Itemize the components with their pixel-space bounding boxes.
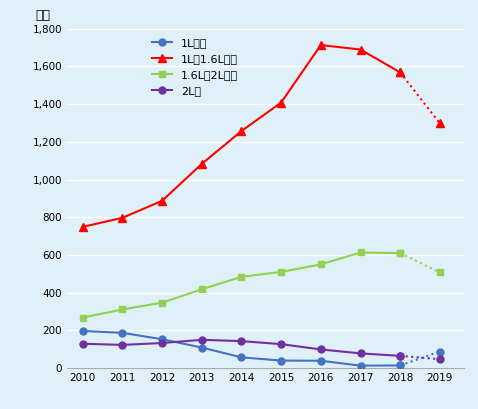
1L超1.6L以下	[397, 70, 403, 75]
Legend: 1L以下, 1L超1.6L以下, 1.6L超2L以下, 2L超: 1L以下, 1L超1.6L以下, 1.6L超2L以下, 2L超	[152, 38, 238, 96]
1L以下	[358, 363, 363, 368]
Text: 万台: 万台	[35, 9, 50, 22]
1.6L超2L以下	[80, 315, 86, 320]
1L以下	[397, 363, 403, 368]
Line: 1L超1.6L以下: 1L超1.6L以下	[78, 41, 404, 231]
1L以下	[199, 345, 205, 350]
1L以下	[239, 355, 244, 360]
2L超	[318, 347, 324, 352]
1.6L超2L以下	[278, 270, 284, 274]
1.6L超2L以下	[120, 307, 125, 312]
1L以下	[159, 337, 165, 342]
2L超	[278, 342, 284, 346]
1.6L超2L以下	[358, 250, 363, 255]
1L超1.6L以下	[199, 162, 205, 166]
1L以下	[318, 358, 324, 363]
1L以下	[80, 328, 86, 333]
1.6L超2L以下	[239, 274, 244, 279]
2L超	[397, 353, 403, 358]
1.6L超2L以下	[318, 262, 324, 267]
1L超1.6L以下	[358, 47, 363, 52]
1L超1.6L以下	[318, 43, 324, 47]
2L超	[199, 337, 205, 342]
1.6L超2L以下	[199, 287, 205, 292]
1.6L超2L以下	[159, 300, 165, 305]
1L以下	[120, 330, 125, 335]
1L超1.6L以下	[159, 198, 165, 203]
Line: 1.6L超2L以下: 1.6L超2L以下	[79, 249, 403, 321]
2L超	[80, 342, 86, 346]
1L超1.6L以下	[239, 128, 244, 133]
2L超	[358, 351, 363, 356]
1L以下	[278, 358, 284, 363]
2L超	[239, 339, 244, 344]
1.6L超2L以下	[397, 251, 403, 256]
1L超1.6L以下	[278, 100, 284, 105]
Line: 2L超: 2L超	[79, 336, 403, 360]
2L超	[159, 341, 165, 346]
1L超1.6L以下	[80, 225, 86, 229]
1L超1.6L以下	[120, 215, 125, 220]
2L超	[120, 342, 125, 347]
Line: 1L以下: 1L以下	[79, 328, 403, 369]
